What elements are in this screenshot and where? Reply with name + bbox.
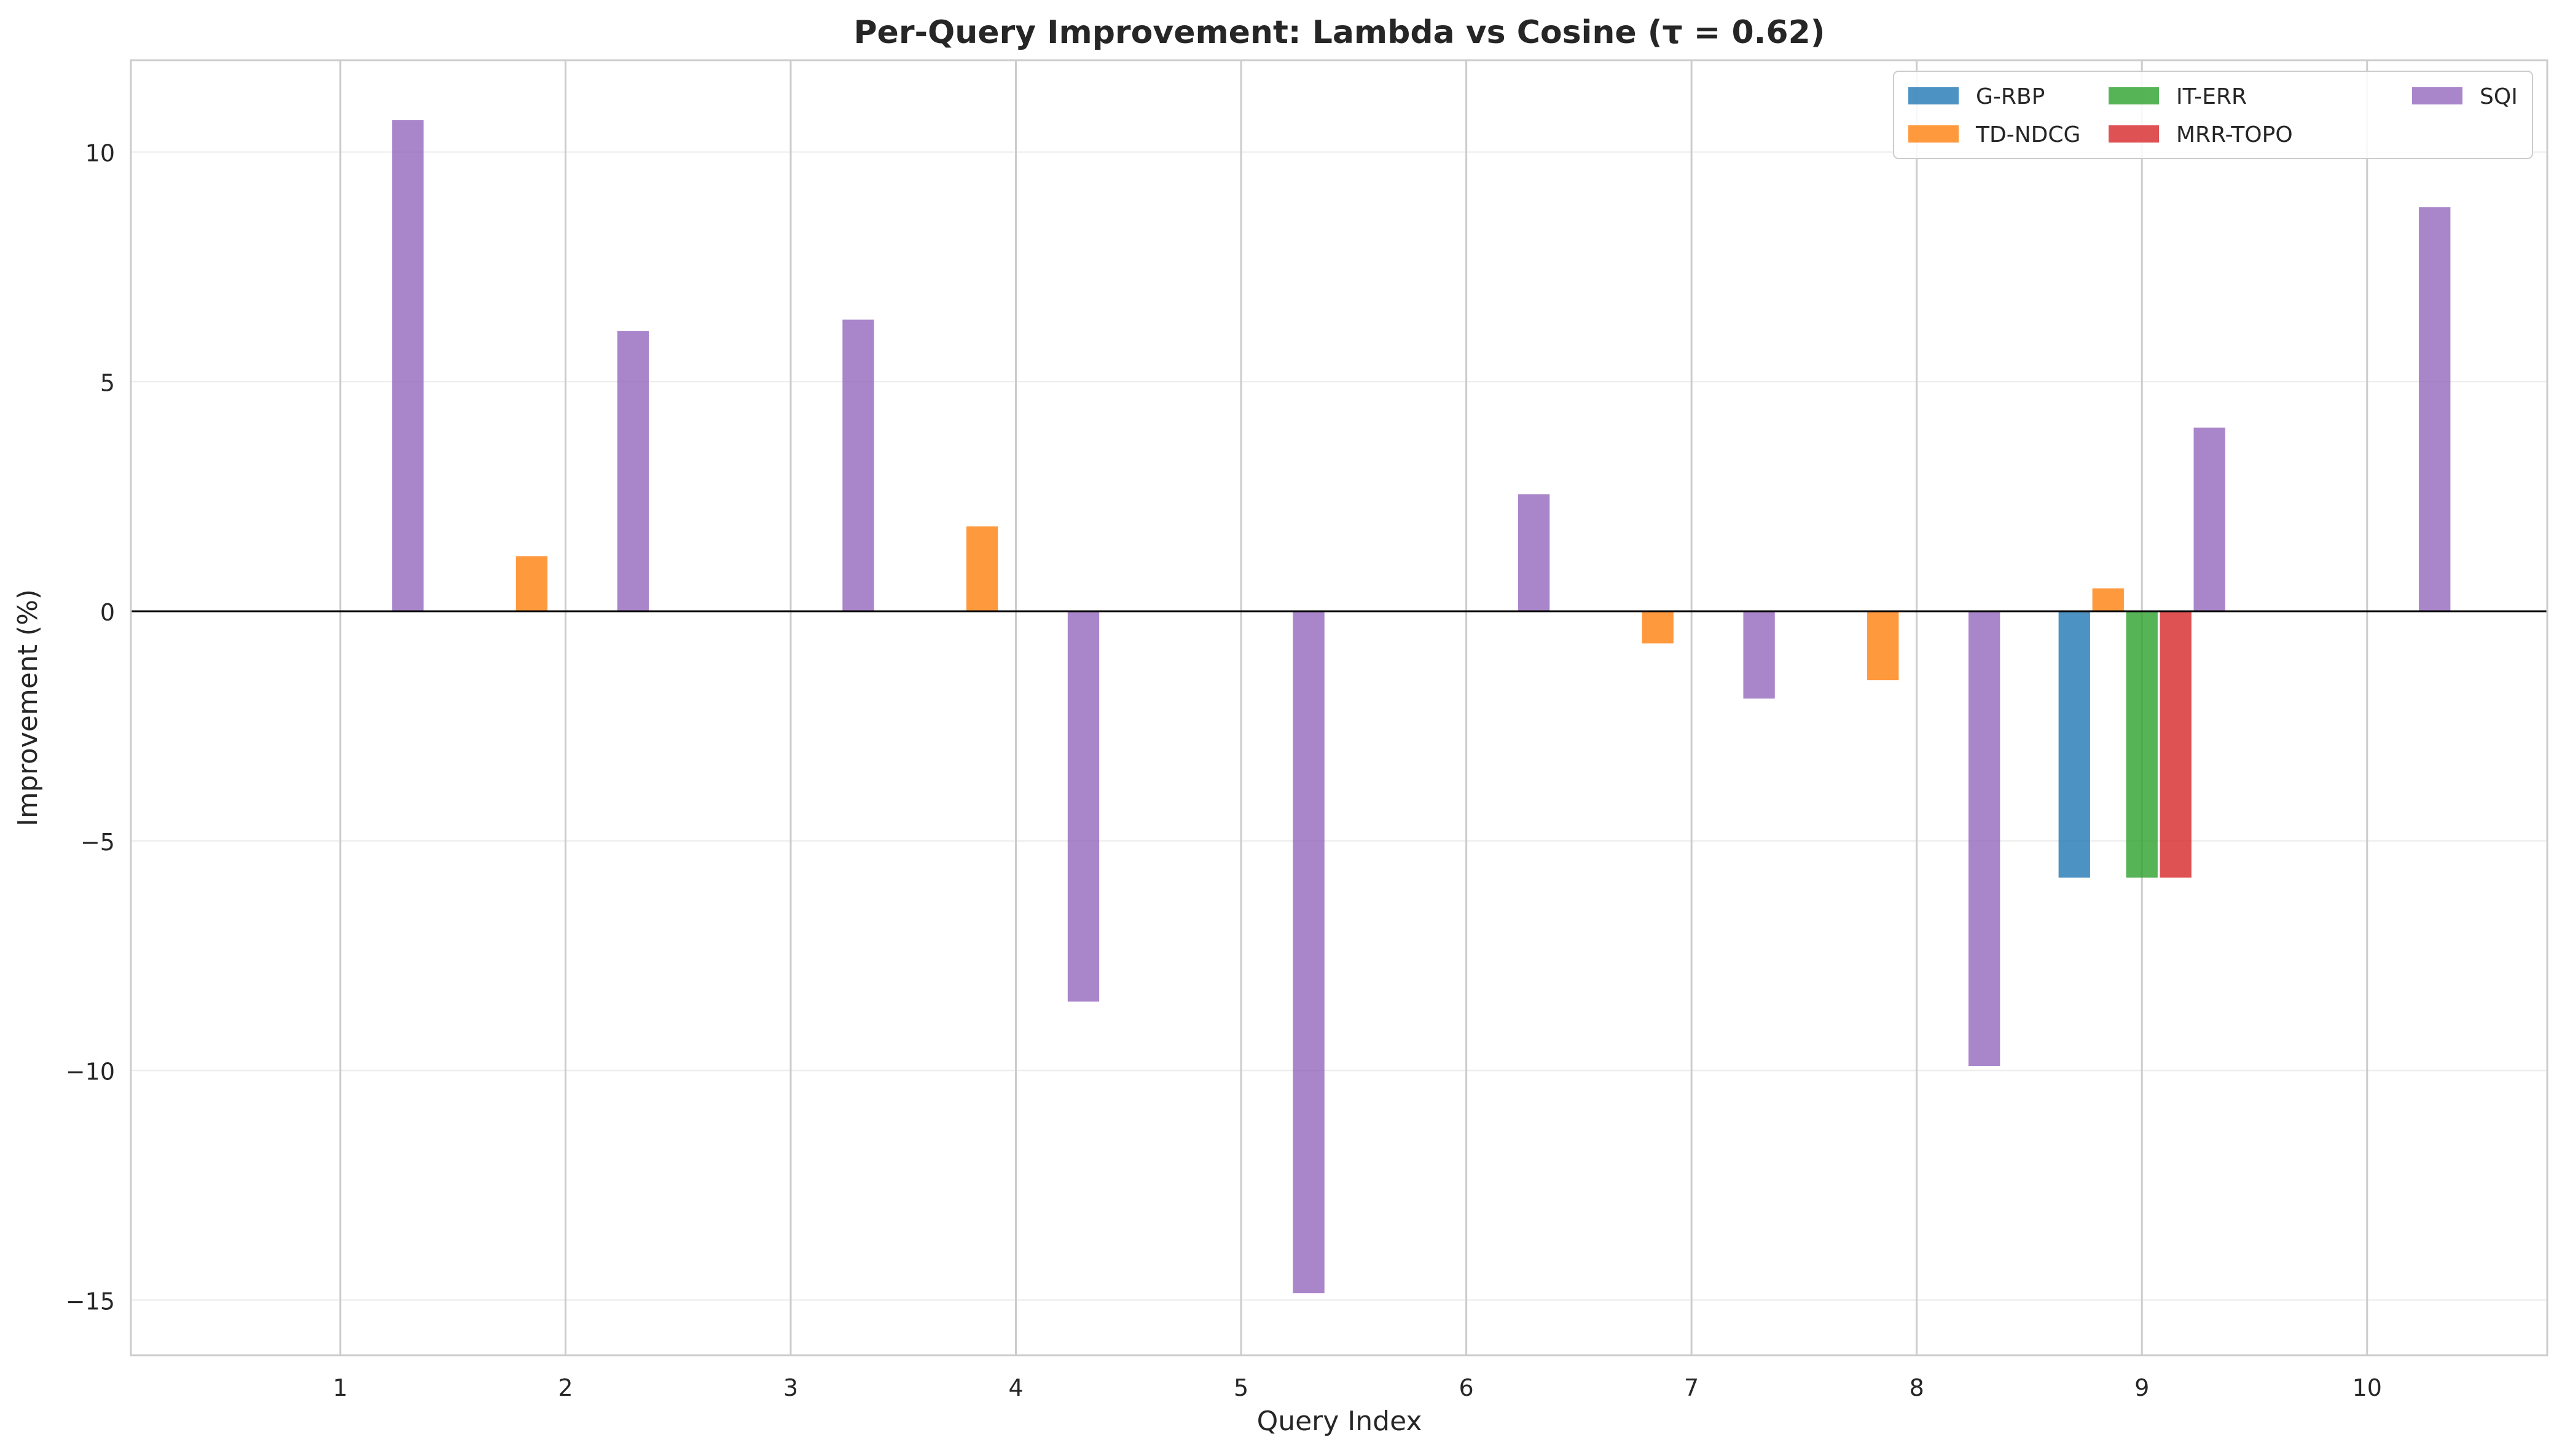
legend-swatch-sqi	[2412, 87, 2462, 104]
legend-swatch-mrr-topo	[2109, 125, 2159, 143]
y-tick-label: 5	[100, 369, 115, 396]
legend-label-sqi: SQI	[2480, 84, 2518, 109]
grid-lines	[131, 60, 2547, 1355]
tick-labels: 10 5 0 −5 −10 −15 1 2 3 4 5 6 7 8 9 10	[66, 140, 2382, 1401]
x-tick-label: 7	[1684, 1374, 1699, 1401]
bars	[392, 120, 2451, 1294]
y-tick-label: −15	[66, 1288, 115, 1315]
bar-td-ndcg	[1642, 611, 1674, 644]
y-tick-label: −10	[66, 1059, 115, 1086]
legend-label-mrr-topo: MRR-TOPO	[2176, 122, 2293, 147]
bar-sqi	[1293, 611, 1325, 1294]
chart-title: Per-Query Improvement: Lambda vs Cosine …	[853, 14, 1825, 51]
x-tick-label: 9	[2134, 1374, 2149, 1401]
y-axis-label: Improvement (%)	[12, 589, 44, 826]
bar-mrr-topo	[2160, 611, 2192, 878]
bar-sqi	[2193, 428, 2225, 612]
bar-sqi	[2419, 207, 2451, 612]
x-tick-label: 2	[558, 1374, 573, 1401]
y-tick-label: 10	[85, 140, 115, 167]
bar-sqi	[1743, 611, 1775, 699]
legend-label-td-ndcg: TD-NDCG	[1975, 122, 2080, 147]
x-tick-label: 4	[1008, 1374, 1023, 1401]
legend-swatch-it-err	[2109, 87, 2159, 104]
legend: G-RBP TD-NDCG IT-ERR MRR-TOPO SQI	[1893, 71, 2533, 159]
x-tick-label: 8	[1910, 1374, 1924, 1401]
legend-swatch-g-rbp	[1908, 87, 1959, 104]
x-tick-label: 1	[333, 1374, 348, 1401]
bar-td-ndcg	[515, 556, 548, 612]
legend-frame	[1893, 71, 2533, 159]
bar-td-ndcg	[2092, 588, 2124, 612]
y-tick-label: 0	[100, 599, 115, 626]
x-tick-label: 10	[2352, 1374, 2382, 1401]
bar-td-ndcg	[1867, 611, 1899, 681]
bar-sqi	[617, 331, 649, 612]
bar-sqi	[392, 120, 424, 612]
plot-frame	[130, 59, 2548, 1356]
bar-sqi	[1518, 494, 1550, 612]
x-tick-label: 6	[1459, 1374, 1474, 1401]
x-axis-label: Query Index	[1257, 1406, 1422, 1437]
bar-td-ndcg	[966, 526, 998, 612]
x-tick-label: 5	[1234, 1374, 1248, 1401]
bar-it-err	[2126, 611, 2158, 878]
legend-label-g-rbp: G-RBP	[1976, 84, 2045, 109]
x-tick-label: 3	[783, 1374, 798, 1401]
y-tick-label: −5	[80, 829, 115, 856]
bar-sqi	[1067, 611, 1100, 1002]
bar-sqi	[842, 319, 874, 612]
bar-sqi	[1968, 611, 2000, 1067]
legend-swatch-td-ndcg	[1908, 125, 1959, 143]
bar-g-rbp	[2058, 611, 2090, 878]
legend-label-it-err: IT-ERR	[2176, 84, 2247, 109]
